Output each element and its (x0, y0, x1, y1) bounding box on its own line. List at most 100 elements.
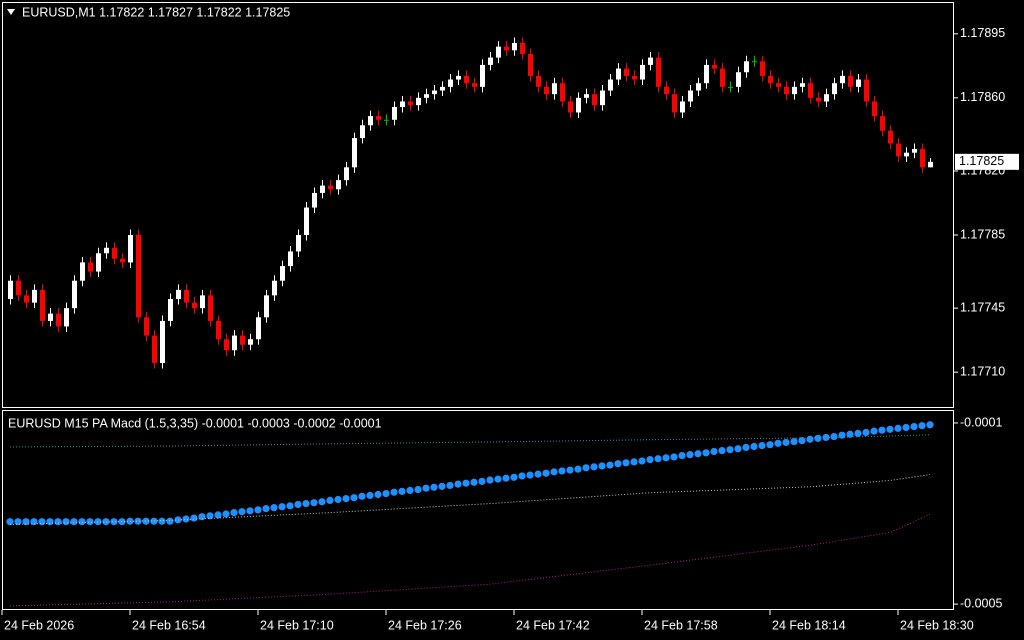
indicator-dot (558, 467, 566, 475)
indicator-dot (422, 484, 430, 492)
y-tick-label: 1.17745 (960, 300, 1005, 314)
candle-body (576, 97, 581, 113)
y-tick-label: 1.17860 (960, 90, 1005, 104)
indicator-dot (142, 517, 150, 525)
candle-body (328, 185, 333, 190)
indicator-dot (518, 472, 526, 480)
candle-body (472, 83, 477, 87)
indicator-dot (478, 477, 486, 485)
candle-body (832, 83, 837, 95)
candle-body (728, 86, 733, 88)
candle-body (440, 86, 445, 91)
indicator-dot (302, 499, 310, 508)
indicator-dot (774, 439, 782, 447)
indicator-dot (886, 425, 894, 433)
indicator-dot (486, 476, 494, 484)
candle-body (240, 335, 245, 345)
candle-body (632, 75, 637, 80)
candle-body (432, 90, 437, 95)
indicator-dot (406, 486, 414, 495)
candle-body (640, 64, 645, 80)
candle-body (504, 46, 509, 51)
candle-body (224, 339, 229, 351)
candle-body (192, 302, 197, 309)
candle-body (448, 79, 453, 87)
indicator-dot (510, 473, 518, 481)
indicator-dot (462, 479, 470, 487)
indicator-dot (454, 480, 462, 488)
indicator-dot (918, 422, 926, 430)
candle-body (856, 79, 861, 87)
indicator-dot (382, 490, 390, 498)
indicator-dot (446, 481, 454, 490)
indicator-dot (278, 503, 286, 511)
indicator-dot (414, 485, 422, 494)
candle-body (896, 143, 901, 157)
indicator-dot (582, 464, 590, 472)
candle-body (800, 83, 805, 87)
candle-body (792, 86, 797, 95)
candle-body (120, 258, 125, 263)
candle-body (616, 68, 621, 80)
indicator-dot (206, 512, 214, 520)
x-tick-label: 24 Feb 16:54 (132, 618, 206, 632)
candle-body (784, 86, 789, 95)
candle-body (600, 90, 605, 106)
indicator-dot (734, 445, 742, 453)
indicator-dot (574, 465, 582, 473)
indicator-dot (30, 518, 38, 526)
candle-body (304, 207, 309, 235)
indicator-dot (598, 462, 606, 470)
candle-body (904, 152, 909, 157)
collapse-icon[interactable] (7, 9, 15, 15)
candle-body (920, 149, 925, 168)
y-tick-label: 1.17785 (960, 227, 1005, 241)
indicator-dot (926, 421, 934, 429)
indicator-dot (254, 506, 262, 514)
candle-body (176, 289, 181, 300)
candle-body (808, 83, 813, 98)
candle-body (408, 101, 413, 106)
candle-body (840, 75, 845, 84)
indicator-dot (910, 422, 918, 431)
indicator-title: EURUSD M15 PA Macd (1.5,3,35) -0.0001 -0… (8, 416, 382, 430)
indicator-dot (294, 500, 302, 509)
candle-body (864, 79, 869, 102)
candle-body (624, 68, 629, 76)
indicator-dot (118, 518, 126, 526)
candle-body (248, 339, 253, 345)
chart-title: EURUSD,M1 1.17822 1.17827 1.17822 1.1782… (22, 5, 290, 19)
indicator-dot (534, 470, 542, 478)
indicator-dot (430, 483, 438, 491)
candle-body (56, 313, 61, 327)
x-tick-label: 24 Feb 17:26 (388, 618, 462, 632)
candle-body (72, 280, 77, 309)
indicator-dot (878, 426, 886, 434)
candle-body (200, 295, 205, 309)
candle-body (8, 280, 13, 300)
indicator-dot (686, 451, 694, 459)
indicator-dot (286, 502, 294, 510)
candle-body (416, 97, 421, 106)
indicator-dot (654, 455, 662, 463)
indicator-dot (94, 518, 102, 526)
indicator-dot (798, 437, 806, 445)
indicator-dot (358, 492, 366, 500)
candle-body (888, 130, 893, 144)
current-price-box (955, 153, 1019, 170)
candle-body (776, 83, 781, 87)
indicator-dot (846, 430, 854, 438)
candle-body (128, 234, 133, 263)
indicator-dot (614, 460, 622, 468)
indicator-dot (870, 427, 878, 435)
candle-body (344, 167, 349, 181)
candle-body (352, 138, 357, 168)
candle-body (336, 180, 341, 190)
indicator-dot (830, 432, 838, 441)
indicator-dot (638, 457, 646, 465)
candle-body (752, 61, 757, 63)
candle-body (528, 53, 533, 76)
candle-body (400, 101, 405, 107)
candle-body (184, 289, 189, 303)
indicator-dot (334, 495, 342, 504)
